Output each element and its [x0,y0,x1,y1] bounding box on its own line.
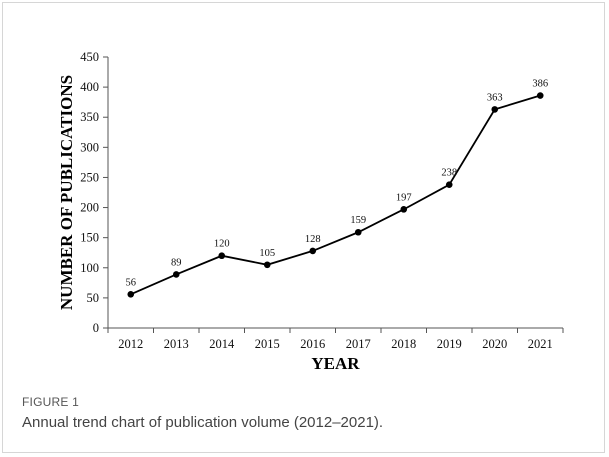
data-label: 56 [126,277,137,288]
line-chart: 0 50 100 150 200 250 300 350 400 450 2012 2013 2014… [57,50,564,373]
data-points [127,92,544,298]
figure-label: FIGURE 1 [22,395,79,409]
data-point [354,228,362,236]
figure-caption: Annual trend chart of publication volume… [22,414,384,431]
data-label: 89 [171,257,182,268]
data-label: 238 [441,168,457,179]
data-label: 120 [214,239,230,250]
figure-frame [2,2,605,453]
x-tick-label: 2020 [482,337,507,351]
y-tick-label: 300 [80,140,99,154]
y-axis-ticks: 0 50 100 150 200 250 300 350 400 450 [80,50,108,335]
y-tick-label: 400 [80,80,99,94]
y-tick-label: 350 [80,110,99,124]
x-tick-label: 2015 [255,337,280,351]
x-tick-label: 2019 [437,337,462,351]
series-polyline [130,94,541,296]
y-tick-label: 0 [93,321,99,335]
data-label: 363 [487,92,503,103]
series-line [130,94,541,296]
y-tick-label: 50 [87,291,100,305]
data-label: 386 [532,79,548,90]
x-tick-label: 2017 [346,337,371,351]
x-tick-label: 2018 [391,337,416,351]
data-point [127,290,135,298]
data-label: 159 [350,215,366,226]
y-tick-label: 100 [80,261,99,275]
x-tick-label: 2021 [528,337,553,351]
x-axis-title: YEAR [311,354,360,373]
data-point [536,92,544,99]
data-point [491,106,499,113]
x-axis-ticks: 2012 2013 2014 2015 2016 2017 2018 2019 2020 2021 [107,328,564,351]
data-point [400,206,408,213]
data-point [218,252,226,260]
data-label: 128 [305,234,321,245]
data-label: 105 [259,248,275,259]
y-axis-title: NUMBER OF PUBLICATIONS [57,75,76,310]
x-tick-label: 2012 [118,337,143,351]
data-point [172,271,180,278]
y-tick-label: 200 [80,201,99,215]
y-tick-label: 250 [80,170,99,184]
data-point [445,181,453,188]
x-tick-label: 2013 [164,337,189,351]
data-point [309,247,317,255]
data-point [263,261,271,269]
x-tick-label: 2014 [209,337,235,351]
x-tick-label: 2016 [300,337,325,351]
data-label: 197 [396,192,412,203]
data-labels: 56 89 120 105 128 159 197 238 363 386 [126,79,549,289]
y-tick-label: 150 [80,231,99,245]
y-tick-label: 450 [80,50,99,64]
